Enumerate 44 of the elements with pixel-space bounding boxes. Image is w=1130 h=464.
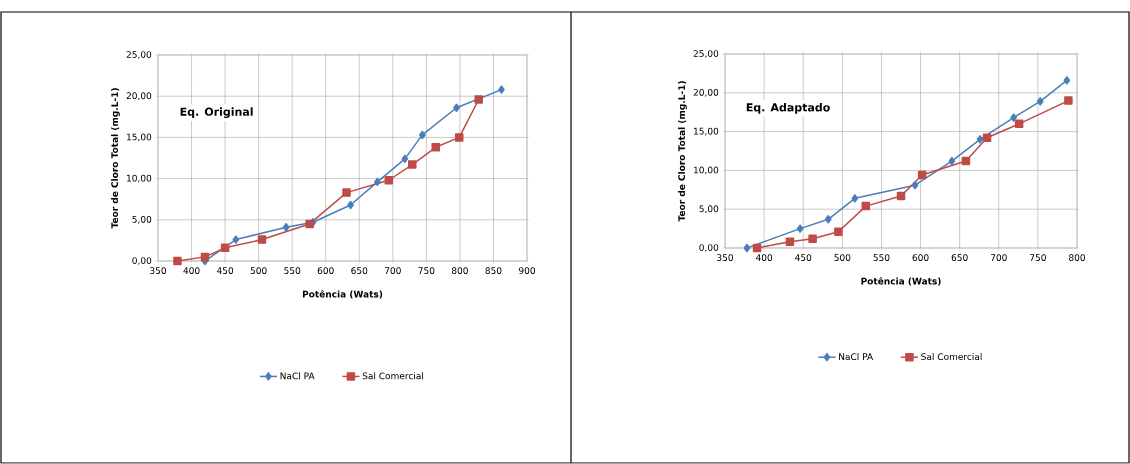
x-tick-label: 450 [795, 254, 812, 261]
x-tick-label: 650 [351, 267, 368, 274]
x-tick-label: 400 [183, 267, 200, 274]
x-axis-title: Potência (Wats) [861, 277, 941, 286]
x-tick-label: 650 [951, 254, 968, 261]
x-tick-label: 400 [755, 254, 773, 261]
legend-label: Sal Comercial [362, 372, 424, 380]
y-tick-label: 5,00 [132, 215, 152, 224]
x-tick-label: 800 [451, 267, 468, 274]
x-tick-label: 900 [518, 267, 535, 274]
x-tick-label: 350 [150, 267, 166, 274]
x-tick-label: 850 [485, 267, 502, 274]
x-tick-label: 500 [250, 267, 267, 274]
y-tick-label: 0,00 [699, 244, 719, 252]
annotation: Eq. Original [180, 107, 253, 119]
x-tick-label: 550 [873, 254, 890, 261]
x-tick-label: 600 [912, 254, 929, 261]
y-tick-label: 20,00 [126, 92, 152, 101]
annotation: Eq. Adaptado [746, 103, 830, 114]
legend-label: Sal Comercial [921, 353, 982, 361]
x-tick-label: 550 [284, 267, 301, 274]
y-tick-label: 20,00 [693, 88, 719, 97]
legend-label: NaCl PA [839, 353, 874, 361]
x-tick-label: 700 [384, 267, 401, 274]
x-tick-label: 350 [717, 254, 733, 261]
x-tick-label: 600 [317, 267, 334, 274]
x-tick-label: 750 [418, 267, 435, 274]
x-axis-title: Potência (Wats) [302, 290, 383, 299]
x-tick-label: 800 [1069, 254, 1085, 261]
y-tick-label: 5,00 [699, 205, 719, 214]
y-tick-label: 15,00 [694, 127, 719, 136]
y-tick-label: 10,00 [694, 166, 719, 175]
legend-label: NaCl PA [280, 372, 315, 380]
y-tick-label: 10,00 [127, 174, 152, 183]
y-tick-label: 15,00 [127, 133, 152, 142]
x-tick-label: 450 [216, 267, 234, 274]
y-tick-label: 0,00 [132, 257, 152, 265]
y-tick-label: 25,00 [693, 50, 719, 58]
x-tick-label: 700 [990, 254, 1007, 261]
y-axis-title: Teor de Cloro Total (mg.L-1) [111, 88, 120, 229]
y-tick-label: 25,00 [126, 51, 152, 59]
x-tick-label: 500 [834, 254, 851, 261]
x-tick-label: 750 [1030, 254, 1046, 261]
y-axis-title: Teor de Cloro Total (mg.L-1) [678, 81, 687, 222]
